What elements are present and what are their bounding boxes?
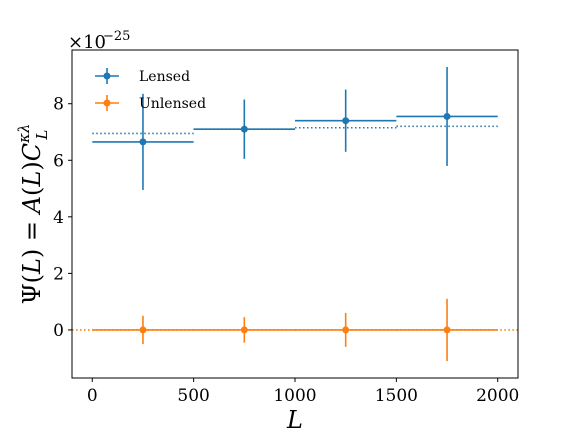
x-tick-label: 2000	[476, 386, 519, 406]
x-tick-label: 500	[177, 386, 209, 406]
y-tick-label: 8	[53, 95, 64, 115]
svg-text:−25: −25	[103, 29, 130, 44]
data-point	[342, 326, 350, 334]
legend-marker-dot	[103, 72, 111, 80]
y-tick-label: 4	[53, 208, 64, 228]
legend: Lensed Unlensed	[95, 68, 206, 112]
x-axis-label: L	[286, 406, 303, 432]
axis-ticks: 0 500 1000 1500 2000 0 2 4 6 8	[53, 95, 519, 406]
y-tick-label: 0	[53, 321, 64, 341]
data-point	[139, 138, 147, 146]
data-point	[240, 125, 248, 133]
y-multiplier: ×10 −25	[68, 29, 130, 53]
legend-label: Unlensed	[139, 96, 206, 112]
data-point	[139, 326, 147, 334]
x-tick-label: 0	[87, 386, 98, 406]
y-axis-label: Ψ(L) = A(L)CκλL	[15, 124, 51, 305]
legend-label: Lensed	[139, 69, 190, 85]
data-point	[240, 326, 248, 334]
svg-text:×10: ×10	[68, 32, 106, 53]
data-point	[443, 112, 451, 120]
legend-marker-dot	[103, 99, 111, 107]
data-point	[443, 326, 451, 334]
data-point	[342, 117, 350, 125]
y-tick-label: 2	[53, 264, 64, 284]
plot-area	[72, 66, 518, 362]
svg-text:Ψ(L) = A(L)CκλL: Ψ(L) = A(L)CκλL	[15, 124, 51, 305]
x-tick-label: 1500	[375, 386, 418, 406]
y-tick-label: 6	[53, 151, 64, 171]
x-tick-label: 1000	[273, 386, 316, 406]
